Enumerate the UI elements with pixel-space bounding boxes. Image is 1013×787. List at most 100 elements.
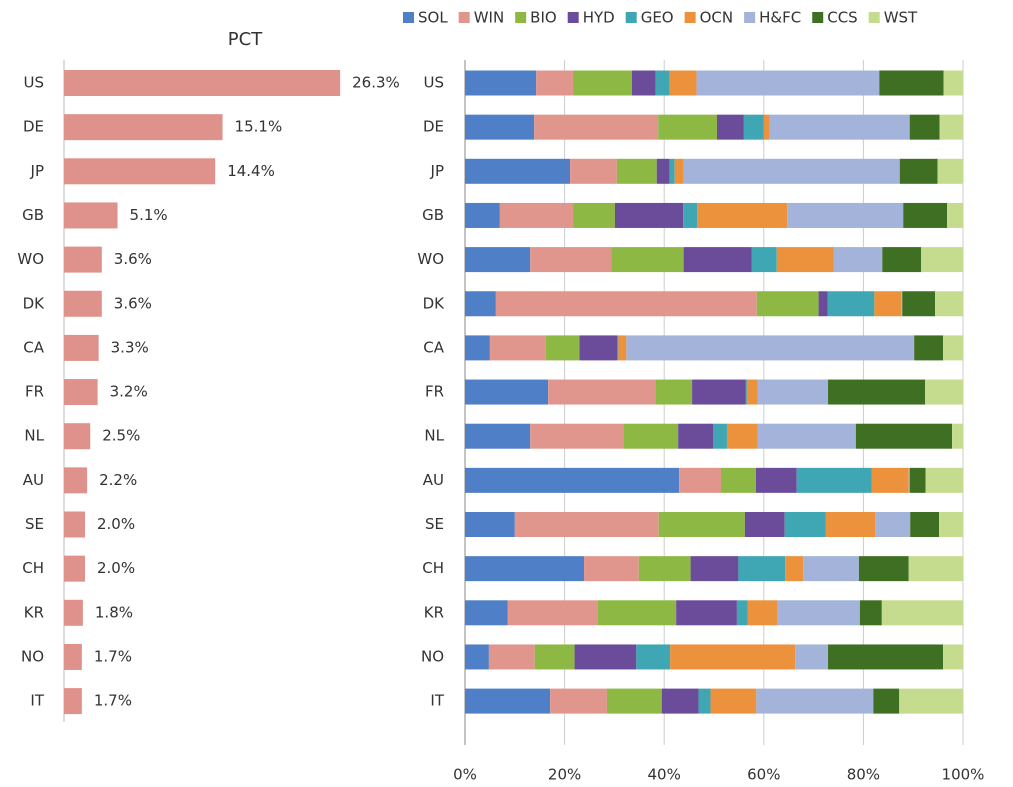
legend-swatch (625, 12, 637, 23)
bar-segment (738, 556, 786, 582)
category-label: NL (424, 427, 444, 445)
bar-segment (499, 202, 574, 228)
category-label: WO (17, 250, 44, 268)
bar-segment (658, 114, 717, 140)
value-label: 3.6% (114, 294, 152, 312)
bar-segment (465, 512, 515, 537)
bar-segment (692, 379, 746, 405)
bar-segment (747, 600, 778, 626)
bar-segment (757, 423, 856, 449)
bar-segment (859, 600, 882, 626)
legend-swatch (515, 12, 527, 23)
x-tick-label: 60% (747, 766, 780, 784)
bar-segment (465, 600, 508, 626)
legend-label: H&FC (759, 9, 801, 27)
bar-segment (676, 600, 737, 626)
bar-segment (584, 556, 639, 582)
bar-segment (952, 423, 963, 449)
bar-segment (656, 158, 670, 184)
bar-segment (618, 335, 627, 361)
bar-segment (548, 379, 656, 405)
bar-segment (908, 467, 910, 493)
bar-segment (914, 335, 944, 361)
value-label: 3.3% (111, 338, 149, 356)
bar-segment (746, 379, 758, 405)
bar-segment (909, 114, 940, 140)
bar-segment (784, 512, 826, 537)
bar-segment (858, 556, 909, 582)
category-label: FR (25, 383, 44, 401)
bar-segment (465, 70, 537, 96)
category-label: CA (423, 338, 444, 356)
bar-segment (827, 291, 875, 317)
bar-segment (574, 644, 637, 670)
bar-segment (570, 158, 617, 184)
bar-segment (683, 202, 698, 228)
bar-segment (776, 247, 834, 273)
bar (64, 555, 85, 582)
bar-segment (943, 644, 963, 670)
bar-segment (874, 291, 902, 317)
bar-segment (910, 512, 940, 537)
x-tick-label: 80% (847, 766, 880, 784)
bar-segment (678, 423, 714, 449)
category-label: DE (23, 118, 44, 136)
category-label: IT (430, 692, 444, 710)
bar-segment (488, 644, 535, 670)
bar-segment (670, 644, 796, 670)
bar-segment (881, 600, 963, 626)
bar-segment (744, 512, 785, 537)
bar-segment (947, 202, 963, 228)
category-label: CH (422, 559, 444, 577)
legend-label: OCN (700, 9, 734, 27)
bar (64, 511, 85, 538)
bar-segment (683, 247, 752, 273)
bar-segment (658, 512, 745, 537)
bar (64, 379, 98, 406)
category-label: FR (425, 383, 444, 401)
bar-segment (935, 291, 963, 317)
x-tick-label: 20% (548, 766, 581, 784)
value-label: 1.7% (94, 692, 132, 710)
bar-segment (696, 70, 880, 96)
bar-segment (803, 556, 859, 582)
bar-segment (674, 158, 684, 184)
bar-segment (611, 247, 684, 273)
bar-segment (755, 467, 797, 493)
bar-segment (626, 335, 915, 361)
category-label: US (423, 74, 444, 92)
bar-segment (697, 202, 788, 228)
bar-segment (769, 114, 910, 140)
bar-segment (465, 423, 531, 449)
category-label: US (23, 74, 44, 92)
bar-segment (937, 158, 963, 184)
bar-segment (631, 70, 656, 96)
category-label: IT (30, 692, 44, 710)
category-label: DK (423, 294, 446, 312)
bar-segment (465, 158, 571, 184)
bar-segment (873, 688, 900, 714)
bar-segment (882, 247, 922, 273)
bar-segment (536, 70, 574, 96)
bar-segment (795, 644, 829, 670)
bar-segment (465, 556, 585, 582)
bar-segment (713, 423, 727, 449)
bar-segment (943, 335, 963, 361)
bar-segment (573, 202, 615, 228)
bar-segment (925, 467, 963, 493)
legend-label: SOL (418, 9, 448, 27)
bar-segment (777, 600, 860, 626)
category-label: JP (30, 162, 44, 180)
bar-segment (465, 644, 489, 670)
bar-segment (465, 467, 680, 493)
bar-segment (530, 247, 612, 273)
bar-segment (899, 688, 963, 714)
bar-segment (679, 467, 721, 493)
value-label: 2.0% (97, 515, 135, 533)
bar-segment (534, 644, 575, 670)
legend-swatch (567, 12, 579, 23)
bar-segment (638, 556, 691, 582)
legend-label: GEO (641, 9, 674, 27)
category-label: CA (23, 338, 44, 356)
bar-segment (550, 688, 607, 714)
